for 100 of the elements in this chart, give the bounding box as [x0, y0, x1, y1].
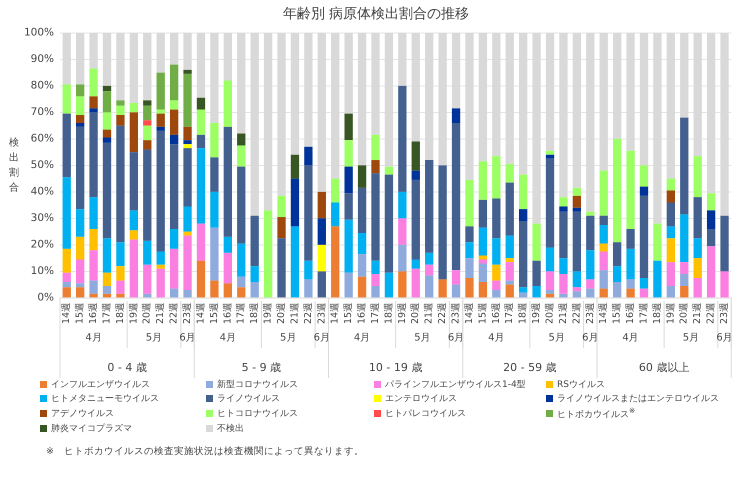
bar [706, 193, 716, 210]
bar [62, 177, 71, 249]
x-tick-label: 17週 [504, 302, 516, 324]
bar [102, 238, 112, 273]
bar [546, 248, 554, 272]
bar [371, 173, 380, 261]
bar [532, 224, 541, 261]
bar [384, 174, 394, 273]
bar [237, 134, 246, 146]
bar [130, 103, 138, 112]
y-tick-label: 0% [37, 292, 54, 304]
legend-label: ヒトメタニューモウイルス [51, 393, 159, 405]
bar [612, 138, 622, 242]
bar [102, 86, 112, 92]
bar [89, 112, 98, 198]
bar [492, 280, 500, 290]
bar [653, 224, 662, 261]
bar [666, 202, 676, 226]
x-tick-label: 23週 [450, 302, 462, 324]
bar [546, 150, 554, 155]
bar [546, 290, 554, 294]
bar [506, 164, 514, 183]
bar [398, 244, 407, 272]
bar [398, 86, 407, 192]
bar [304, 165, 313, 261]
text: 5月 [414, 332, 431, 344]
bar [304, 260, 313, 280]
bar [600, 270, 608, 289]
text: 4月 [488, 332, 505, 344]
bar [519, 221, 528, 288]
x-tick-label: 20週 [276, 302, 287, 324]
bar [170, 248, 178, 289]
x-tick-label: 16週 [88, 302, 100, 324]
bar [519, 292, 528, 298]
bar [452, 284, 460, 298]
bar [89, 68, 98, 96]
x-tick-label: 17週 [370, 302, 381, 324]
legend-label: パラインフルエンザウイルス1-4型 [385, 378, 526, 391]
text: 6月 [582, 332, 598, 344]
legend-label: RSウイルス [557, 379, 605, 391]
bar [237, 287, 246, 298]
bar [143, 126, 152, 140]
x-tick-label: 19週 [665, 302, 676, 324]
bar [706, 210, 716, 229]
bar [478, 263, 488, 282]
bar [600, 225, 608, 244]
bar [666, 262, 676, 286]
bar [116, 100, 125, 106]
bar [196, 134, 206, 148]
bar [452, 122, 460, 270]
bar [130, 240, 138, 298]
bar [344, 193, 353, 220]
bar [143, 149, 152, 241]
x-tick-label: 16週 [490, 302, 502, 324]
bar [478, 255, 488, 260]
bar [612, 242, 622, 266]
bar [465, 278, 474, 298]
bar [586, 288, 594, 298]
text: 6月 [314, 332, 330, 344]
bar [680, 118, 688, 214]
bar [224, 126, 232, 237]
bar [358, 232, 366, 254]
bar [210, 157, 219, 192]
bar [237, 276, 246, 288]
bar [680, 214, 688, 262]
y-tick-label: 30% [30, 212, 54, 224]
text: 60 歳以上 [638, 360, 690, 374]
bar [196, 224, 206, 261]
bar [358, 188, 366, 233]
legend-label: エンテロウイルス [385, 393, 457, 405]
bar [371, 134, 380, 160]
bar [130, 230, 138, 240]
bar [640, 288, 648, 298]
bar [600, 288, 608, 298]
x-tick-label: 15週 [477, 302, 488, 324]
bar [680, 286, 688, 298]
x-tick-label: 20週 [678, 302, 690, 324]
bar [694, 197, 702, 238]
bar [304, 279, 313, 298]
text: 0 - 4 歳 [107, 360, 147, 374]
bar [318, 271, 326, 298]
legend-label: アデノウイルス [51, 408, 114, 420]
bar [116, 242, 125, 266]
bar [492, 238, 500, 265]
bar [237, 145, 246, 167]
text: 5月 [548, 332, 565, 344]
bar [371, 286, 380, 298]
bar [76, 126, 84, 210]
bar [680, 262, 688, 274]
bar [371, 260, 380, 274]
bar [277, 238, 286, 298]
text: 5月 [280, 332, 296, 344]
bar [143, 264, 152, 294]
bar [626, 279, 635, 289]
bar [76, 259, 84, 284]
bar [519, 209, 528, 222]
x-tick-label: 19週 [531, 302, 542, 324]
bar [89, 280, 98, 294]
bar [183, 144, 192, 148]
bar [143, 240, 152, 265]
